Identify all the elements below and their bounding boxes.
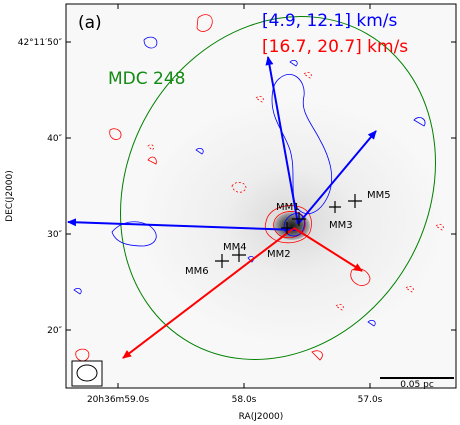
mm4-marker [232,248,246,262]
blue-contour-7 [367,319,376,327]
red-dashed-2 [255,95,264,103]
blue-contour-west [111,221,157,247]
red-arrow-southwest [122,227,295,359]
mm1-marker [292,212,306,226]
x-tick-label-2: 58.0s [232,395,257,405]
source-label-mm5: MM5 [367,190,391,201]
scale-bar-label: 0.05 pc [400,380,434,390]
red-contour-6 [147,156,157,165]
blue-contour-2 [143,36,158,49]
red-dashed-4 [335,303,344,311]
blue-arrow-west [67,218,299,231]
red-contour-2 [273,211,306,239]
blue-arrow-north [265,56,299,225]
source-label-mm3: MM3 [329,220,353,231]
blue-velocity-range: [4.9, 12.1] km/s [262,11,397,31]
red-contour-7 [311,350,323,361]
source-markers [215,194,362,268]
blue-arrow-northeast [297,130,377,225]
blue-contour-8 [247,255,255,263]
image-layer [67,14,454,387]
panel-label: (a) [78,13,102,33]
mm2-marker [281,222,293,234]
y-tick-label-3: 30″ [47,230,62,240]
x-ticks [117,4,371,388]
blue-contour-4 [195,147,204,155]
source-label-mm4: MM4 [223,242,247,253]
red-arrow-southeast [293,227,363,272]
red-contour-4 [196,14,213,32]
outflow-arrows [67,56,377,359]
plot-frame [65,3,457,389]
source-label-mm2: MM2 [267,249,291,260]
source-label-mm1: MM1 [276,202,300,213]
red-velocity-range: [16.7, 20.7] km/s [262,37,408,57]
y-axis-title: DEC(J2000) [5,170,15,221]
blue-contours [73,36,426,327]
mm3-marker [329,201,341,213]
y-tick-label-1: 42°11′50″ [18,38,63,48]
y-tick-label-4: 20″ [47,326,62,336]
blue-contour-6 [73,287,82,295]
source-label-mm6: MM6 [185,266,209,277]
blue-contour-outflow [271,73,333,215]
red-dashed-7 [405,285,414,293]
mm6-marker [215,254,229,268]
y-ticks [66,41,456,331]
red-dashed-3 [303,71,312,79]
red-contour-5 [109,128,122,140]
blue-contour-core [283,213,305,237]
cloud-ellipse [120,16,436,360]
x-axis-title: RA(J2000) [239,412,284,422]
x-tick-label-1: 20h36m59.0s [87,395,149,405]
red-dashed-1 [231,182,247,193]
x-tick-label-3: 57.0s [358,395,383,405]
mm5-marker [348,194,362,208]
red-dashed-6 [435,223,444,231]
y-tick-label-2: 40″ [47,134,62,144]
blue-contour-5 [413,117,426,127]
red-dashed-contours [147,71,444,311]
red-contour-1 [264,205,312,244]
cloud-label: MDC 248 [108,69,185,89]
beam-ellipse [76,364,98,382]
red-dashed-5 [147,144,155,151]
red-contour-8 [75,348,90,362]
tick-marks [66,4,456,388]
blue-contour-3 [289,59,298,67]
